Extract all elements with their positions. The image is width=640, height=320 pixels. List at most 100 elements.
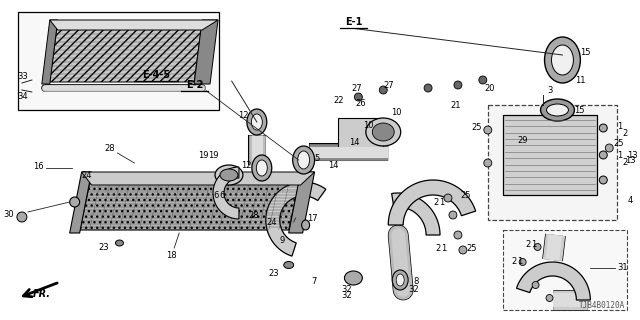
Text: 4: 4: [627, 196, 632, 204]
Text: 25: 25: [460, 190, 470, 199]
Ellipse shape: [298, 151, 310, 169]
Ellipse shape: [257, 160, 268, 176]
Text: 1: 1: [440, 197, 445, 206]
Ellipse shape: [545, 37, 580, 83]
Text: 14: 14: [349, 138, 360, 147]
Text: 14: 14: [328, 161, 339, 170]
Ellipse shape: [599, 151, 607, 159]
Text: E-1: E-1: [345, 17, 362, 28]
Ellipse shape: [252, 114, 262, 130]
Text: 18: 18: [166, 251, 177, 260]
Circle shape: [484, 126, 492, 134]
Circle shape: [459, 246, 467, 254]
Polygon shape: [392, 193, 440, 235]
Text: 28: 28: [104, 143, 115, 153]
Text: 2: 2: [622, 129, 627, 138]
Ellipse shape: [396, 274, 404, 286]
Text: 5: 5: [315, 154, 320, 163]
Text: 25: 25: [613, 139, 624, 148]
Ellipse shape: [541, 99, 575, 121]
Ellipse shape: [366, 118, 401, 146]
Text: 20: 20: [485, 84, 495, 92]
Circle shape: [355, 93, 362, 101]
Text: 2: 2: [622, 157, 627, 166]
Text: 17: 17: [307, 213, 317, 222]
Text: 23: 23: [99, 243, 109, 252]
Text: TJB4B0120A: TJB4B0120A: [579, 301, 625, 310]
Text: 23: 23: [268, 268, 279, 277]
Polygon shape: [339, 118, 383, 148]
Text: 1: 1: [442, 244, 447, 252]
Text: 26: 26: [356, 99, 366, 108]
Text: 33: 33: [17, 71, 28, 81]
Circle shape: [454, 231, 462, 239]
Text: 22: 22: [333, 95, 344, 105]
Circle shape: [605, 144, 613, 152]
Text: 11: 11: [575, 76, 586, 84]
Ellipse shape: [344, 271, 362, 285]
Text: 2: 2: [433, 197, 438, 206]
Text: 19: 19: [198, 150, 209, 159]
Text: 1: 1: [517, 258, 522, 267]
Text: FR.: FR.: [33, 289, 51, 299]
Polygon shape: [42, 20, 58, 84]
Circle shape: [534, 244, 541, 251]
Text: 6: 6: [220, 190, 225, 199]
Circle shape: [380, 86, 387, 94]
Polygon shape: [289, 172, 315, 233]
Bar: [503, 230, 627, 310]
Circle shape: [449, 211, 457, 219]
Text: 8: 8: [413, 277, 419, 286]
Text: 1: 1: [531, 239, 536, 249]
Text: 21: 21: [450, 100, 460, 109]
Text: 27: 27: [351, 84, 362, 92]
Text: 24: 24: [266, 218, 276, 227]
Text: 31: 31: [617, 263, 628, 273]
Ellipse shape: [292, 146, 315, 174]
Polygon shape: [50, 20, 218, 30]
Polygon shape: [266, 182, 326, 256]
Ellipse shape: [215, 165, 243, 185]
Ellipse shape: [247, 109, 267, 135]
Text: 2: 2: [435, 244, 441, 252]
Circle shape: [479, 76, 487, 84]
Polygon shape: [213, 167, 239, 219]
Polygon shape: [516, 262, 590, 300]
Polygon shape: [82, 172, 315, 185]
Text: 2: 2: [525, 239, 531, 249]
Text: 29: 29: [518, 135, 528, 145]
Text: 10: 10: [363, 121, 374, 130]
Text: 12: 12: [241, 161, 252, 170]
Text: 1: 1: [617, 150, 623, 159]
Text: 25: 25: [471, 123, 482, 132]
Ellipse shape: [301, 220, 310, 230]
Circle shape: [546, 294, 553, 301]
Polygon shape: [50, 22, 202, 82]
Circle shape: [532, 282, 539, 289]
Ellipse shape: [392, 270, 408, 290]
Ellipse shape: [252, 155, 272, 181]
Text: 9: 9: [279, 236, 284, 244]
Polygon shape: [503, 115, 597, 195]
Text: E-4-5: E-4-5: [142, 70, 170, 80]
Text: 12: 12: [238, 110, 249, 119]
Text: 19: 19: [209, 150, 219, 159]
Circle shape: [17, 212, 27, 222]
Text: 28: 28: [248, 211, 259, 220]
Polygon shape: [388, 180, 476, 225]
Text: 32: 32: [341, 285, 352, 294]
Text: 1: 1: [617, 122, 623, 131]
Ellipse shape: [372, 123, 394, 141]
Circle shape: [484, 159, 492, 167]
Text: 15: 15: [575, 106, 585, 115]
Text: 34: 34: [17, 92, 28, 100]
Text: 27: 27: [383, 81, 394, 90]
Text: 3: 3: [548, 85, 553, 94]
Ellipse shape: [599, 124, 607, 132]
Text: 32: 32: [341, 291, 352, 300]
Text: 16: 16: [33, 162, 44, 171]
Polygon shape: [70, 172, 92, 233]
Ellipse shape: [220, 169, 238, 181]
Circle shape: [70, 197, 79, 207]
Ellipse shape: [552, 45, 573, 75]
